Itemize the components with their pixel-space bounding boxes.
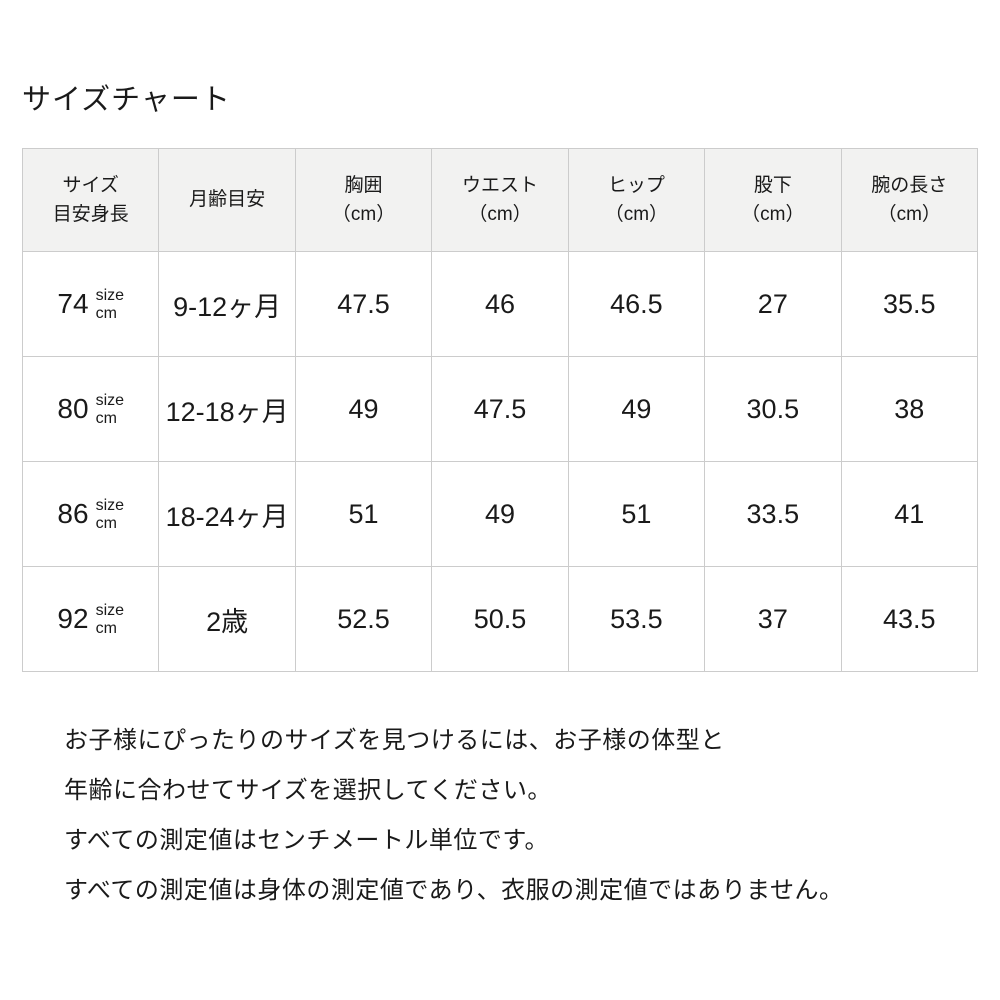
age-cell: 9-12ヶ月 <box>158 251 296 357</box>
col-header-arm-length: 腕の長さ （cm） <box>840 148 979 252</box>
size-unit-label: size cm <box>95 602 125 637</box>
note-line: すべての測定値は身体の測定値であり、衣服の測定値ではありません。 <box>64 877 844 904</box>
col-header-line: 腕の長さ <box>871 174 948 196</box>
size-value: 80 <box>57 393 89 424</box>
col-header-inseam: 股下 （cm） <box>704 148 842 252</box>
col-header-line: ウエスト <box>461 174 538 196</box>
waist-cell: 47.5 <box>431 356 569 462</box>
size-value: 74 <box>57 288 89 319</box>
col-header-line: 月齢目安 <box>189 189 266 211</box>
waist-cell: 49 <box>431 461 569 567</box>
arm-length-cell: 38 <box>840 356 979 462</box>
inseam-cell: 27 <box>704 251 842 357</box>
inseam-cell: 30.5 <box>704 356 842 462</box>
table-row: 80 size cm 12-18ヶ月 49 47.5 49 30.5 38 <box>21 356 979 462</box>
col-header-line: ヒップ <box>607 174 665 196</box>
table-header-row: サイズ 目安身長 月齢目安 胸囲 （cm） ウエスト （cm） ヒップ （ <box>21 148 979 252</box>
size-value: 86 <box>57 498 89 529</box>
arm-length-cell: 35.5 <box>840 251 979 357</box>
waist-cell: 46 <box>431 251 569 357</box>
size-notes: お子様にぴったりのサイズを見つけるには、お子様の体型と 年齢に合わせてサイズを選… <box>64 728 843 928</box>
table-row: 86 size cm 18-24ヶ月 51 49 51 33.5 41 <box>21 461 979 567</box>
arm-length-cell: 43.5 <box>840 566 979 672</box>
col-header-chest: 胸囲 （cm） <box>294 148 433 252</box>
size-cell: 86 size cm <box>21 461 160 567</box>
size-cell: 92 size cm <box>21 566 160 672</box>
chest-cell: 47.5 <box>294 251 433 357</box>
waist-cell: 50.5 <box>431 566 569 672</box>
note-line: すべての測定値はセンチメートル単位です。 <box>64 827 549 854</box>
note-line: お子様にぴったりのサイズを見つけるには、お子様の体型と <box>64 727 725 754</box>
hip-cell: 51 <box>567 461 706 567</box>
col-header-line: 股下 <box>753 174 792 196</box>
col-header-line: サイズ <box>62 174 119 196</box>
col-header-age: 月齢目安 <box>158 148 296 252</box>
arm-length-cell: 41 <box>840 461 979 567</box>
table-row: 74 size cm 9-12ヶ月 47.5 46 46.5 27 35.5 <box>21 251 979 357</box>
table-row: 92 size cm 2歳 52.5 50.5 53.5 37 43.5 <box>21 566 979 672</box>
hip-cell: 53.5 <box>567 566 706 672</box>
inseam-cell: 37 <box>704 566 842 672</box>
size-unit-label: size cm <box>95 497 125 532</box>
size-unit-label: size cm <box>95 287 125 322</box>
col-header-line: 胸囲 <box>344 174 383 196</box>
col-header-line: （cm） <box>741 204 805 225</box>
col-header-size-height: サイズ 目安身長 <box>21 148 160 252</box>
size-cell: 74 size cm <box>21 251 160 357</box>
col-header-waist: ウエスト （cm） <box>431 148 569 252</box>
inseam-cell: 33.5 <box>704 461 842 567</box>
col-header-line: （cm） <box>331 204 396 225</box>
col-header-line: （cm） <box>877 204 941 225</box>
size-chart-table: サイズ 目安身長 月齢目安 胸囲 （cm） ウエスト （cm） ヒップ （ <box>21 148 979 672</box>
age-cell: 12-18ヶ月 <box>158 356 296 462</box>
page-title: サイズチャート <box>22 84 231 116</box>
hip-cell: 49 <box>567 356 706 462</box>
note-line: 年齢に合わせてサイズを選択してください。 <box>64 777 552 804</box>
col-header-line: 目安身長 <box>52 204 129 225</box>
size-unit-label: size cm <box>95 392 125 427</box>
age-cell: 18-24ヶ月 <box>158 461 296 567</box>
chest-cell: 52.5 <box>294 566 433 672</box>
col-header-hip: ヒップ （cm） <box>567 148 706 252</box>
size-cell: 80 size cm <box>21 356 160 462</box>
col-header-line: （cm） <box>604 204 669 225</box>
col-header-line: （cm） <box>468 204 532 225</box>
chest-cell: 51 <box>294 461 433 567</box>
size-value: 92 <box>57 603 89 634</box>
age-cell: 2歳 <box>158 566 296 672</box>
hip-cell: 46.5 <box>567 251 706 357</box>
chest-cell: 49 <box>294 356 433 462</box>
